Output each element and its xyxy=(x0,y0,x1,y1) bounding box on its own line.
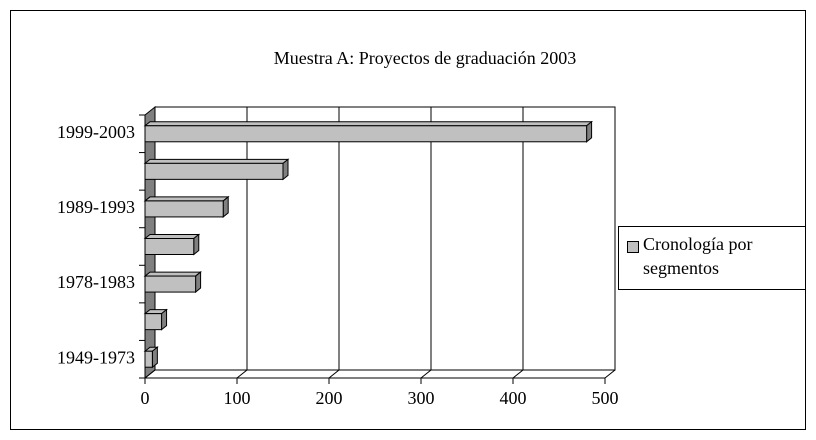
bar-side xyxy=(195,271,202,294)
grid-line xyxy=(512,107,524,379)
grid-line xyxy=(420,107,432,379)
bar-side xyxy=(282,158,289,181)
x-tick-label: 300 xyxy=(408,388,435,408)
chart-title: Muestra A: Proyectos de graduación 2003 xyxy=(274,48,576,68)
grid-line xyxy=(328,107,340,379)
grid-line xyxy=(604,107,616,379)
x-tick-label: 400 xyxy=(500,388,527,408)
legend-label: Cronología por segmentos xyxy=(643,234,753,278)
y-tick-label: 1999-2003 xyxy=(57,122,135,142)
bar-top xyxy=(143,271,203,277)
bar-side xyxy=(193,233,200,256)
bar xyxy=(144,275,197,293)
y-tick-label: 1989-1993 xyxy=(57,197,135,217)
legend-swatch xyxy=(627,241,639,253)
bar-side xyxy=(586,120,593,143)
bar-top xyxy=(143,196,230,202)
bar xyxy=(144,200,224,218)
legend: Cronología por segmentos xyxy=(618,226,806,290)
bar-top xyxy=(143,158,290,164)
back-wall xyxy=(154,106,616,371)
grid-line xyxy=(144,107,156,379)
bar xyxy=(144,125,588,143)
bar-side xyxy=(151,346,158,369)
grid-line xyxy=(236,107,248,379)
x-tick-label: 0 xyxy=(141,388,150,408)
bar-top xyxy=(143,234,201,239)
bar xyxy=(144,238,195,255)
x-tick-label: 200 xyxy=(316,388,343,408)
y-tick-label: 1949-1973 xyxy=(57,347,135,367)
bar-top xyxy=(143,121,594,127)
bar-side xyxy=(222,195,229,218)
y-tick-label: 1978-1983 xyxy=(57,272,135,292)
x-tick-label: 500 xyxy=(592,388,619,408)
bar xyxy=(144,162,284,180)
x-tick-label: 100 xyxy=(224,388,251,408)
bar xyxy=(144,350,153,368)
bar xyxy=(144,313,163,331)
bar-side xyxy=(161,308,168,331)
